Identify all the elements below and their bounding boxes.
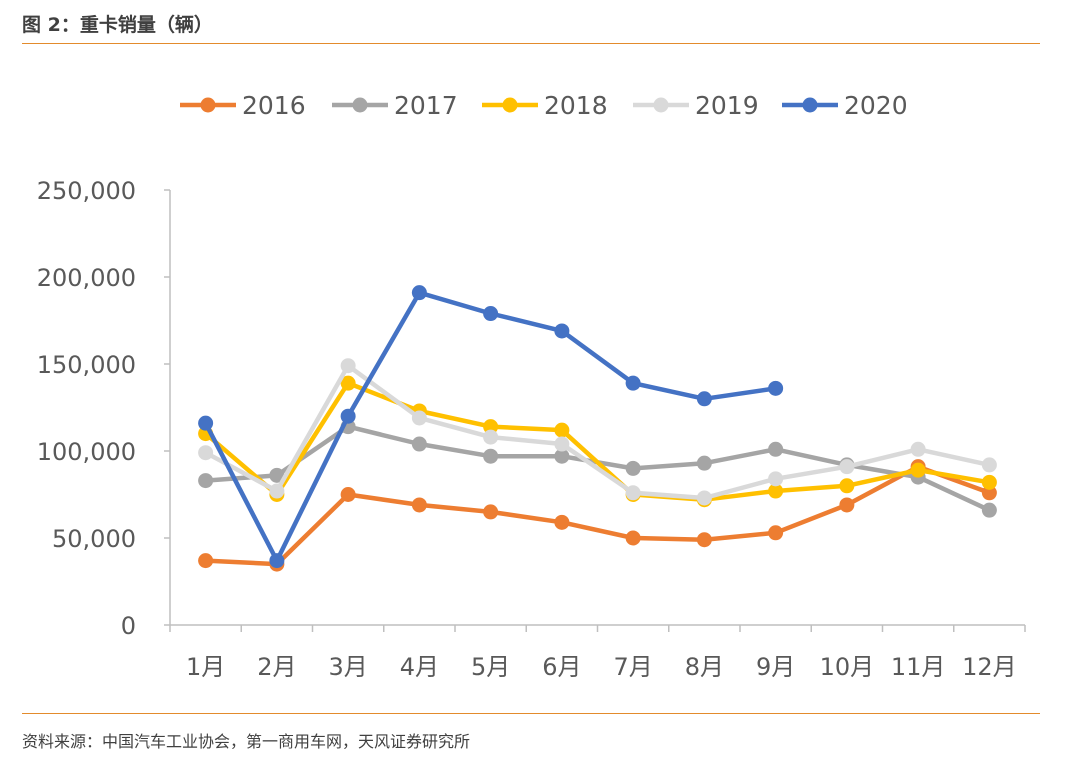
series-line — [203, 380, 992, 502]
data-point — [340, 408, 356, 424]
legend-item-2018: 2018 — [482, 91, 608, 120]
data-point — [768, 471, 784, 487]
data-point — [483, 448, 499, 464]
data-point — [768, 380, 784, 396]
x-tick-label: 2月 — [257, 653, 296, 681]
data-point — [554, 448, 570, 464]
y-tick-label: 0 — [121, 612, 136, 640]
data-point — [625, 375, 641, 391]
x-tick-label: 7月 — [613, 653, 652, 681]
series-line — [203, 363, 992, 501]
legend-label: 2020 — [844, 91, 908, 120]
data-point — [198, 415, 214, 431]
x-tick-label: 1月 — [186, 653, 225, 681]
data-point — [554, 514, 570, 530]
y-tick-label: 50,000 — [52, 525, 136, 553]
legend-label: 2017 — [394, 91, 458, 120]
x-tick-label: 10月 — [820, 653, 875, 681]
data-point — [768, 525, 784, 541]
data-point — [625, 485, 641, 501]
legend-label: 2016 — [242, 91, 306, 120]
y-tick-label: 150,000 — [37, 351, 136, 379]
data-point — [198, 445, 214, 461]
data-point — [340, 487, 356, 502]
legend-item-2020: 2020 — [782, 91, 908, 120]
data-point — [696, 490, 712, 506]
legend-label: 2018 — [544, 91, 608, 120]
y-tick-label: 250,000 — [37, 177, 136, 205]
data-point — [554, 422, 570, 438]
data-point — [198, 553, 214, 569]
legend-marker — [802, 97, 818, 113]
data-point — [981, 485, 997, 501]
data-point — [981, 457, 997, 473]
data-point — [768, 441, 784, 457]
series-2019 — [198, 358, 997, 506]
data-point — [411, 285, 427, 301]
data-point — [269, 483, 285, 499]
data-point — [483, 504, 499, 520]
x-tick-label: 5月 — [471, 653, 510, 681]
legend-item-2016: 2016 — [180, 91, 306, 120]
x-tick-label: 9月 — [756, 653, 795, 681]
x-tick-label: 11月 — [891, 653, 946, 681]
data-point — [411, 497, 427, 513]
data-point — [768, 483, 784, 499]
legend-marker — [653, 97, 669, 113]
data-point — [554, 436, 570, 452]
data-point — [198, 473, 214, 489]
x-tick-label: 8月 — [685, 653, 724, 681]
figure-title: 图 2：重卡销量（辆） — [22, 14, 213, 36]
data-point — [696, 455, 712, 471]
data-point — [696, 532, 712, 548]
legend-marker — [352, 97, 368, 113]
data-point — [839, 459, 855, 475]
data-point — [981, 474, 997, 490]
data-point — [696, 391, 712, 407]
x-tick-label: 6月 — [542, 653, 581, 681]
footer-divider — [22, 713, 1040, 714]
y-tick-label: 100,000 — [37, 438, 136, 466]
line-chart: 2016 2017 2018 2019 2020 0 50,000 100,000 150,0… — [37, 91, 1026, 681]
legend-marker — [502, 97, 518, 113]
data-point — [269, 553, 285, 569]
data-point — [625, 530, 641, 546]
data-point — [910, 441, 926, 457]
data-point — [340, 375, 356, 391]
data-point — [340, 358, 356, 374]
x-tick-label: 12月 — [962, 653, 1017, 681]
data-point — [483, 429, 499, 445]
source-note: 资料来源：中国汽车工业协会，第一商用车网，天风证券研究所 — [22, 732, 471, 751]
x-axis: 1月 2月 3月 4月 5月 6月 7月 8月 9月 10月 11月 12月 — [169, 624, 1026, 681]
x-tick-label: 4月 — [400, 653, 439, 681]
data-point — [839, 478, 855, 494]
chart-legend: 2016 2017 2018 2019 2020 — [180, 91, 908, 120]
legend-label: 2019 — [695, 91, 759, 120]
header-divider — [22, 43, 1040, 44]
data-point — [554, 323, 570, 339]
series-line — [203, 464, 992, 567]
legend-marker — [200, 97, 216, 113]
data-point — [839, 497, 855, 513]
legend-item-2017: 2017 — [332, 91, 458, 120]
data-point — [625, 460, 641, 476]
legend-item-2019: 2019 — [633, 91, 759, 120]
data-point — [411, 410, 427, 426]
y-axis: 0 50,000 100,000 150,000 200,000 250,000 — [37, 177, 171, 640]
data-point — [981, 502, 997, 518]
data-point — [483, 306, 499, 322]
data-point — [910, 462, 926, 478]
chart-series — [198, 285, 997, 572]
y-tick-label: 200,000 — [37, 264, 136, 292]
data-point — [411, 436, 427, 452]
data-point — [483, 419, 499, 435]
data-point — [269, 467, 285, 483]
series-2020 — [198, 285, 784, 569]
x-tick-label: 3月 — [328, 653, 367, 681]
